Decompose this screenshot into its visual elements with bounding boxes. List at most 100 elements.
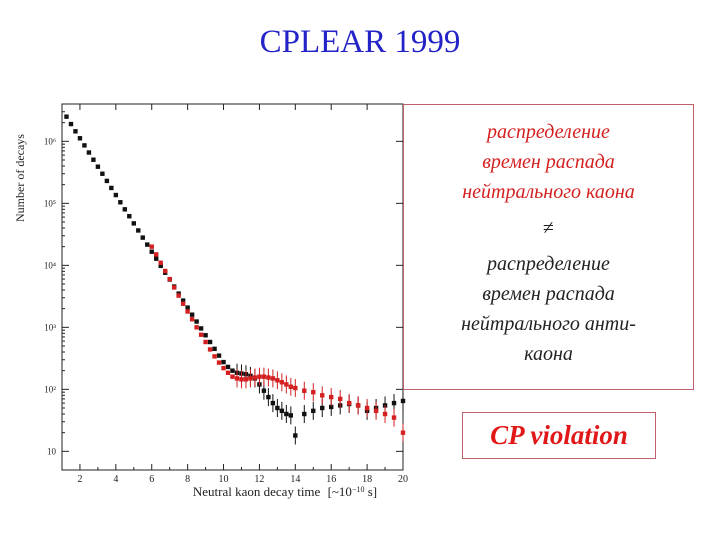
data-point <box>261 388 267 393</box>
y-tick-label: 10⁵ <box>44 198 56 208</box>
x-tick-label: 2 <box>77 474 82 485</box>
data-point <box>266 375 271 380</box>
x-axis-title-text: Neutral kaon decay time <box>193 484 321 499</box>
data-point <box>320 405 325 411</box>
data-point <box>288 384 294 389</box>
data-point <box>248 376 253 381</box>
y-tick-label: 10⁴ <box>44 260 56 270</box>
data-point <box>234 376 240 381</box>
data-point <box>288 413 294 418</box>
comparison-text-box: распределение времен распада нейтрального … <box>403 104 694 390</box>
data-point <box>311 389 316 395</box>
series-2 <box>149 244 406 442</box>
x-tick-label: 14 <box>290 474 300 485</box>
x-tick-label: 6 <box>149 474 154 485</box>
data-point <box>162 268 168 274</box>
data-point <box>158 263 163 269</box>
kaon-decay-text: распределение времен распада нейтрального … <box>404 117 693 207</box>
data-point <box>73 129 78 134</box>
data-point <box>239 377 244 382</box>
data-point <box>279 408 285 414</box>
x-tick-label: 18 <box>362 474 372 485</box>
para-kaon-line-3: нейтрального каона <box>462 181 635 203</box>
data-point <box>154 256 159 261</box>
plot-frame <box>61 103 404 471</box>
x-axis-unit: [~10−10 s] <box>328 484 378 499</box>
data-point <box>230 374 235 379</box>
data-point <box>104 178 110 184</box>
data-point <box>293 433 298 438</box>
data-point <box>180 298 186 303</box>
series-layer <box>64 114 406 445</box>
data-point <box>275 405 280 411</box>
data-point <box>185 305 190 310</box>
x-tick-label: 10 <box>219 474 229 485</box>
y-axis-title: Number of decays <box>13 134 27 222</box>
data-point <box>302 411 307 417</box>
data-point <box>400 398 406 404</box>
data-point <box>382 411 388 417</box>
y-tick-label: 10⁶ <box>44 136 56 146</box>
data-point <box>131 221 136 226</box>
data-point <box>207 347 213 352</box>
para-antikaon-line-4: каона <box>524 343 573 365</box>
data-point <box>203 339 208 345</box>
data-point <box>212 354 217 359</box>
data-point <box>270 376 276 381</box>
data-point <box>113 192 119 198</box>
para-antikaon-line-1: распределение <box>487 253 610 275</box>
data-point <box>252 375 258 380</box>
x-tick-label: 8 <box>185 474 190 485</box>
data-point <box>329 394 334 400</box>
data-point <box>225 370 231 375</box>
data-point <box>243 377 249 382</box>
para-kaon-line-2: времен распада <box>482 151 615 173</box>
data-point <box>279 380 285 385</box>
data-point <box>198 326 204 331</box>
data-point <box>86 150 92 155</box>
data-point <box>346 400 352 406</box>
data-point <box>109 185 114 191</box>
data-point <box>337 396 343 402</box>
y-tick-label: 10² <box>44 384 56 394</box>
data-point <box>221 365 226 371</box>
data-point <box>355 403 361 408</box>
data-point <box>284 382 289 387</box>
slide-title: CPLEAR 1999 <box>259 24 461 60</box>
data-point <box>207 339 213 345</box>
para-kaon-line-1: распределение <box>487 121 610 143</box>
data-point <box>127 214 132 219</box>
data-point <box>145 242 150 247</box>
data-point <box>118 200 123 205</box>
data-point <box>391 400 397 406</box>
data-point <box>266 394 271 400</box>
data-point <box>64 114 69 119</box>
data-point <box>194 319 199 324</box>
data-point <box>149 249 154 254</box>
x-tick-label: 12 <box>254 474 264 485</box>
data-point <box>95 164 101 169</box>
data-point <box>180 301 186 306</box>
antikaon-decay-text: распределение времен распада нейтрального … <box>404 249 693 369</box>
data-point <box>167 276 172 282</box>
data-point <box>100 171 105 176</box>
data-point <box>194 325 199 330</box>
data-point <box>158 260 163 265</box>
data-point <box>216 360 222 365</box>
cp-violation-label: CP violation <box>462 412 656 459</box>
y-tick-label: 10³ <box>44 322 56 332</box>
x-tick-label: 4 <box>113 474 118 485</box>
data-point <box>391 415 397 420</box>
data-point <box>257 374 262 379</box>
data-point <box>311 408 316 414</box>
not-equal-symbol: ≠ <box>543 217 554 239</box>
data-point <box>91 157 96 162</box>
para-antikaon-line-2: времен распада <box>482 283 615 305</box>
data-point <box>212 346 217 352</box>
data-point <box>261 374 267 379</box>
data-point <box>176 293 181 298</box>
data-point <box>122 207 128 212</box>
data-point <box>149 244 154 249</box>
data-point <box>77 136 83 141</box>
